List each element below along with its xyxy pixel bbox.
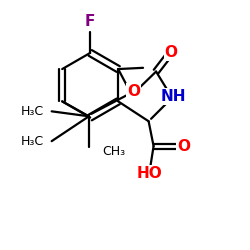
Text: O: O [177, 139, 190, 154]
Text: O: O [127, 84, 140, 99]
Text: HO: HO [137, 166, 163, 181]
Text: H₃C: H₃C [21, 105, 44, 118]
Text: O: O [164, 46, 177, 60]
Text: F: F [85, 14, 96, 29]
Text: CH₃: CH₃ [103, 144, 126, 158]
Text: H₃C: H₃C [21, 135, 44, 148]
Text: NH: NH [161, 89, 186, 104]
